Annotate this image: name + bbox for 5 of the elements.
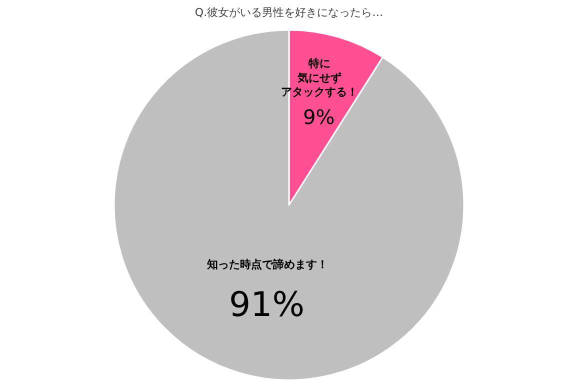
pie-slice: [113, 29, 465, 381]
data-label: 91%: [229, 285, 305, 325]
chart-title: Q.彼女がいる男性を好きになったら…: [194, 6, 384, 19]
data-label: 9%: [303, 105, 335, 129]
slice-label: 知った時点で諦めます！: [206, 258, 328, 271]
